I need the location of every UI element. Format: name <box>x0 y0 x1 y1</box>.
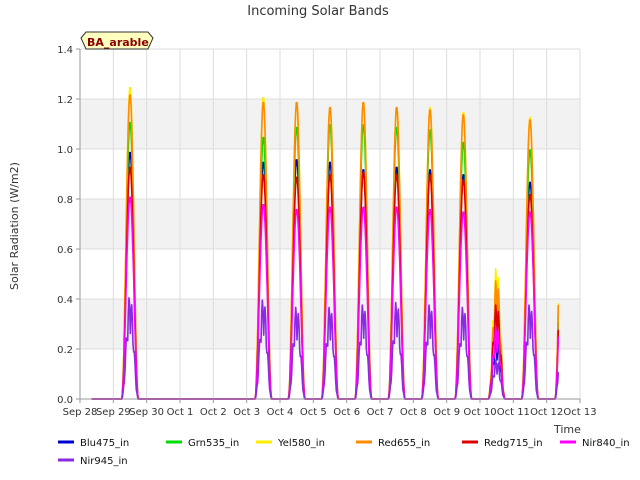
legend-label: Yel580_in <box>277 438 325 449</box>
y-tick-label: 1.4 <box>57 45 73 56</box>
y-axis-label: Solar Radiation (W/m2) <box>8 162 21 290</box>
plot-band <box>80 49 580 99</box>
x-tick-label: Sep 30 <box>129 407 164 418</box>
y-tick-labels: 0.0 0.2 0.4 0.6 0.8 1.0 1.2 1.4 <box>57 45 73 406</box>
x-tick-label: Oct 9 <box>433 407 460 418</box>
legend: Blu475_in Grn535_in Yel580_in Red655_in Redg… <box>58 438 630 467</box>
x-tick-label: Oct 13 <box>563 407 596 418</box>
x-tick-label: Oct 6 <box>333 407 360 418</box>
x-tick-label: Sep 29 <box>96 407 131 418</box>
grid-lines <box>79 48 581 400</box>
x-tick-label: Oct 5 <box>300 407 327 418</box>
plot-band <box>80 349 580 399</box>
site-badge-label: BA_arable <box>87 36 149 49</box>
y-tick-label: 0.2 <box>57 345 73 356</box>
x-tick-label: Oct 12 <box>530 407 563 418</box>
chart-title: Incoming Solar Bands <box>247 4 389 19</box>
legend-label: Nir945_in <box>80 456 128 467</box>
y-tick-label: 1.0 <box>57 145 73 156</box>
y-tick-label: 0.8 <box>57 195 73 206</box>
site-badge: BA_arable <box>80 31 154 50</box>
y-tick-label: 0.4 <box>57 295 73 306</box>
x-tick-label: Oct 8 <box>400 407 427 418</box>
plot-background <box>80 49 580 399</box>
y-tick-label: 0.0 <box>57 395 73 406</box>
legend-label: Redg715_in <box>484 438 543 449</box>
legend-label: Nir840_in <box>582 438 630 449</box>
legend-label: Red655_in <box>378 438 430 449</box>
x-tick-label: Oct 1 <box>167 407 194 418</box>
x-tick-label: Oct 3 <box>233 407 260 418</box>
legend-label: Grn535_in <box>188 438 239 449</box>
x-axis-label: Time <box>553 423 581 436</box>
x-tick-label: Oct 4 <box>267 407 294 418</box>
y-tick-label: 0.6 <box>57 245 73 256</box>
plot-band <box>80 249 580 299</box>
x-tick-label: Sep 28 <box>63 407 98 418</box>
plot-band <box>80 99 580 149</box>
x-tick-label: Oct 10 <box>463 407 496 418</box>
x-tick-label: Oct 11 <box>497 407 530 418</box>
axes <box>76 48 581 403</box>
x-tick-label: Oct 7 <box>367 407 394 418</box>
y-tick-label: 1.2 <box>57 95 73 106</box>
legend-label: Blu475_in <box>80 438 129 449</box>
x-tick-label: Oct 2 <box>200 407 227 418</box>
plot-band <box>80 149 580 199</box>
